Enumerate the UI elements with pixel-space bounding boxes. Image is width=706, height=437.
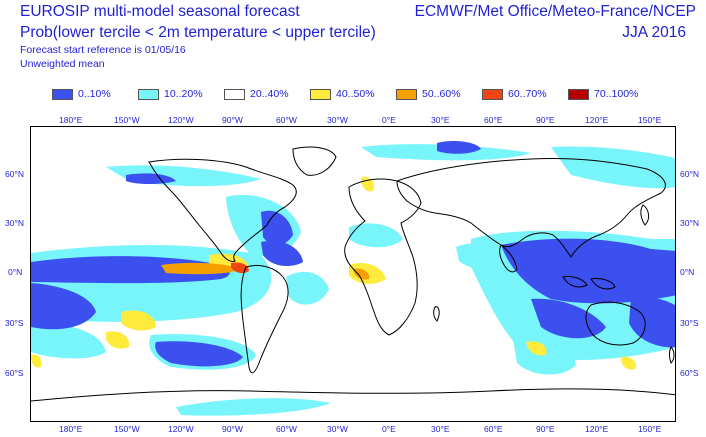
- world-map: [30, 126, 676, 422]
- lon-label-bottom: 150°W: [114, 424, 140, 434]
- legend-swatch: [568, 89, 589, 100]
- forecast-season: JJA 2016: [622, 24, 686, 41]
- lon-label-bottom: 120°E: [585, 424, 609, 434]
- lon-label-bottom: 60°W: [276, 424, 297, 434]
- lat-label-left: 30°S: [5, 318, 24, 328]
- lat-label-right: 60°S: [680, 368, 699, 378]
- lon-label-bottom: 150°E: [638, 424, 662, 434]
- producing-centres: ECMWF/Met Office/Meteo-France/NCEP: [414, 3, 696, 20]
- probability-map: [31, 141, 675, 416]
- legend-label: 10..20%: [164, 88, 203, 100]
- legend-swatch: [52, 89, 73, 100]
- lon-label-top: 90°W: [222, 115, 243, 125]
- lon-label-top: 150°W: [114, 115, 140, 125]
- prob-0-10-areas: [31, 141, 675, 367]
- lon-label-bottom: 60°E: [484, 424, 503, 434]
- lat-label-right: 30°S: [680, 318, 699, 328]
- lon-label-top: 30°W: [327, 115, 348, 125]
- legend-swatch: [138, 89, 159, 100]
- prob-40-50-areas: [31, 176, 637, 370]
- lat-label-right: 60°N: [680, 169, 699, 179]
- forecast-reference: Forecast start reference is 01/05/16: [20, 44, 186, 56]
- lon-label-bottom: 90°W: [222, 424, 243, 434]
- legend-swatch: [396, 89, 417, 100]
- probability-shading: [31, 141, 675, 416]
- legend-swatch: [224, 89, 245, 100]
- lat-label-left: 60°N: [5, 169, 24, 179]
- lon-label-top: 120°E: [585, 115, 609, 125]
- lat-label-left: 0°N: [8, 267, 23, 277]
- lat-label-right: 30°N: [680, 218, 699, 228]
- prob-50-60-areas: [161, 262, 370, 280]
- lon-label-top: 60°E: [484, 115, 503, 125]
- lon-label-bottom: 30°W: [327, 424, 348, 434]
- coastlines: [31, 146, 675, 402]
- lon-label-top: 120°W: [168, 115, 194, 125]
- legend-swatch: [482, 89, 503, 100]
- lat-label-right: 0°N: [680, 267, 695, 277]
- legend-swatch: [310, 89, 331, 100]
- lon-label-top: 0°E: [382, 115, 396, 125]
- lon-label-bottom: 30°E: [431, 424, 450, 434]
- lat-label-left: 60°S: [5, 368, 24, 378]
- map-title: EUROSIP multi-model seasonal forecast: [20, 3, 300, 20]
- lat-label-left: 30°N: [5, 218, 24, 228]
- lon-label-top: 150°E: [638, 115, 662, 125]
- lon-label-bottom: 90°E: [536, 424, 555, 434]
- lon-label-bottom: 180°E: [59, 424, 83, 434]
- lon-label-top: 60°W: [276, 115, 297, 125]
- lon-label-bottom: 0°E: [382, 424, 396, 434]
- legend-label: 40..50%: [336, 88, 375, 100]
- legend-label: 60..70%: [508, 88, 547, 100]
- legend-label: 50..60%: [422, 88, 461, 100]
- lon-label-bottom: 120°W: [168, 424, 194, 434]
- lon-label-top: 90°E: [536, 115, 555, 125]
- lon-label-top: 180°E: [59, 115, 83, 125]
- lon-label-top: 30°E: [431, 115, 450, 125]
- legend-label: 70..100%: [594, 88, 639, 100]
- map-subtitle: Prob(lower tercile < 2m temperature < up…: [20, 24, 376, 41]
- legend-label: 20..40%: [250, 88, 289, 100]
- weighting-note: Unweighted mean: [20, 58, 105, 70]
- legend-label: 0..10%: [78, 88, 111, 100]
